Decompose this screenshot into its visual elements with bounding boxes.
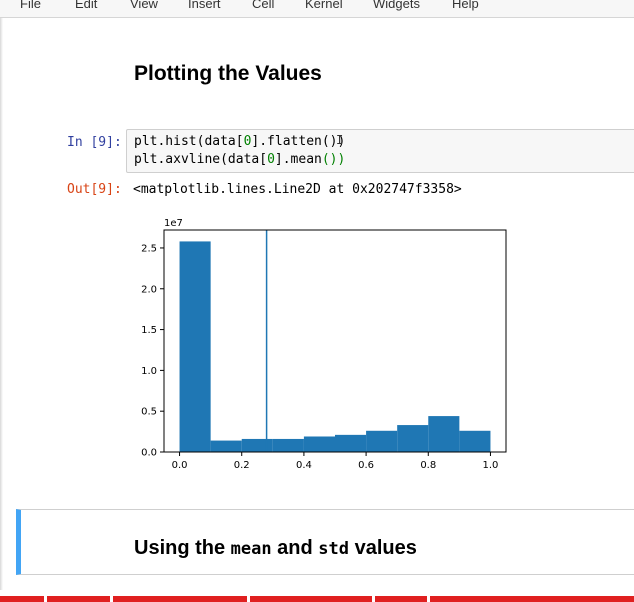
y-tick-label: 0.5: [141, 407, 157, 418]
code-line-2: plt.axvline(data[0].mean()): [134, 152, 346, 167]
x-tick-label: 0.6: [358, 460, 374, 471]
histogram-bar: [241, 438, 273, 452]
plot-frame: [163, 229, 507, 453]
section-heading-using: Using the mean and std values: [134, 537, 417, 559]
y-tick-label: 1.5: [141, 325, 157, 336]
progress-segment: [430, 596, 634, 602]
plot-background: [164, 230, 506, 452]
markdown-cell-selected[interactable]: [16, 509, 634, 575]
histogram-bar: [428, 416, 460, 452]
notebook-left-edge: [0, 18, 3, 590]
menu-edit[interactable]: Edit: [75, 0, 98, 11]
menu-bar: File Edit View Insert Cell Kernel Widget…: [0, 0, 634, 18]
progress-segment: [250, 596, 372, 602]
histogram-chart: 0.0 0.2 0.4 0.6 0.8 1.0 0.0 0.5 1.0 1.5 2.0 2.5 1e7: [141, 218, 507, 471]
menu-file[interactable]: File: [20, 0, 41, 11]
menu-help[interactable]: Help: [452, 0, 479, 11]
progress-segment: [47, 596, 110, 602]
histogram-bar: [459, 430, 491, 452]
progress-segment: [0, 596, 44, 602]
menu-kernel[interactable]: Kernel: [305, 0, 343, 11]
histogram-bar: [210, 440, 242, 452]
x-tick-label: 0.8: [420, 460, 436, 471]
histogram-bar: [179, 241, 211, 452]
menu-cell[interactable]: Cell: [252, 0, 275, 11]
y-tick-label: 1.0: [141, 366, 157, 377]
x-tick-label: 1.0: [483, 460, 499, 471]
section-heading-plotting: Plotting the Values: [134, 62, 322, 85]
histogram-bar: [303, 436, 335, 452]
y-tick-label: 0.0: [141, 448, 157, 459]
histogram-bar: [335, 434, 367, 452]
menu-view[interactable]: View: [130, 0, 158, 11]
y-tick-label: 2.5: [141, 243, 157, 254]
histogram-bar: [272, 438, 304, 452]
code-line-1: plt.hist(data[0].flatten()): [134, 134, 346, 149]
output-prompt: Out[9]:: [67, 182, 122, 197]
y-offset-label: 1e7: [164, 218, 183, 229]
progress-segment: [375, 596, 427, 602]
x-tick-label: 0.0: [172, 460, 188, 471]
text-cursor-icon: I: [336, 133, 344, 147]
input-prompt: In [9]:: [67, 135, 122, 150]
code-cell-input[interactable]: plt.hist(data[0].flatten()) plt.axvline(…: [126, 129, 634, 173]
y-tick-label: 2.0: [141, 284, 157, 295]
histogram-bar: [397, 425, 429, 452]
chart-plot-area: 0.0 0.2 0.4 0.6 0.8 1.0 0.0 0.5 1.0 1.5 2.0 2.5 1e7: [141, 218, 507, 471]
x-tick-label: 0.2: [234, 460, 250, 471]
histogram-bar: [366, 430, 398, 452]
output-text: <matplotlib.lines.Line2D at 0x202747f335…: [133, 182, 462, 197]
menu-insert[interactable]: Insert: [188, 0, 221, 11]
progress-segment: [113, 596, 247, 602]
x-tick-label: 0.4: [296, 460, 312, 471]
menu-widgets[interactable]: Widgets: [373, 0, 420, 11]
